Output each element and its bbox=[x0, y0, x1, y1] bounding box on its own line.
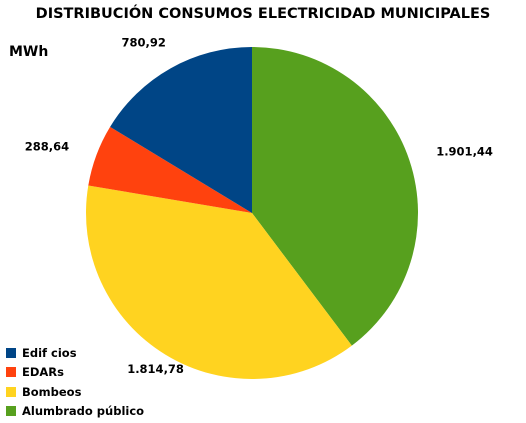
legend-item-alumbrado-publico: Alumbrado público bbox=[6, 402, 144, 422]
legend-swatch bbox=[6, 347, 16, 358]
legend-label: EDARs bbox=[22, 365, 65, 380]
legend: Edif cios EDARs Bombeos Alumbrado público bbox=[6, 343, 144, 421]
legend-label: Edif cios bbox=[22, 345, 77, 360]
unit-label: MWh bbox=[9, 44, 49, 60]
legend-item-edif-cios: Edif cios bbox=[6, 343, 144, 363]
legend-swatch bbox=[6, 406, 16, 417]
legend-label: Alumbrado público bbox=[22, 404, 145, 419]
legend-item-edars: EDARs bbox=[6, 363, 144, 383]
chart-title: DISTRIBUCIÓN CONSUMOS ELECTRICIDAD MUNIC… bbox=[35, 6, 491, 22]
legend-item-bombeos: Bombeos bbox=[6, 382, 144, 402]
data-label-alumbrado-publico: 1.901,44 bbox=[436, 144, 493, 158]
data-label-edars: 288,64 bbox=[25, 140, 69, 154]
data-label-bombeos: 1.814,78 bbox=[127, 362, 184, 376]
legend-label: Bombeos bbox=[22, 384, 82, 399]
pie-slice-bombeos bbox=[86, 185, 352, 380]
data-label-edif-cios: 780,92 bbox=[122, 35, 166, 49]
pie-slice-edars bbox=[88, 126, 252, 213]
pie-slice-alumbrado-publico bbox=[252, 47, 419, 346]
pie-slice-edif-cios bbox=[110, 47, 252, 213]
legend-swatch bbox=[6, 386, 16, 397]
legend-swatch bbox=[6, 367, 16, 378]
